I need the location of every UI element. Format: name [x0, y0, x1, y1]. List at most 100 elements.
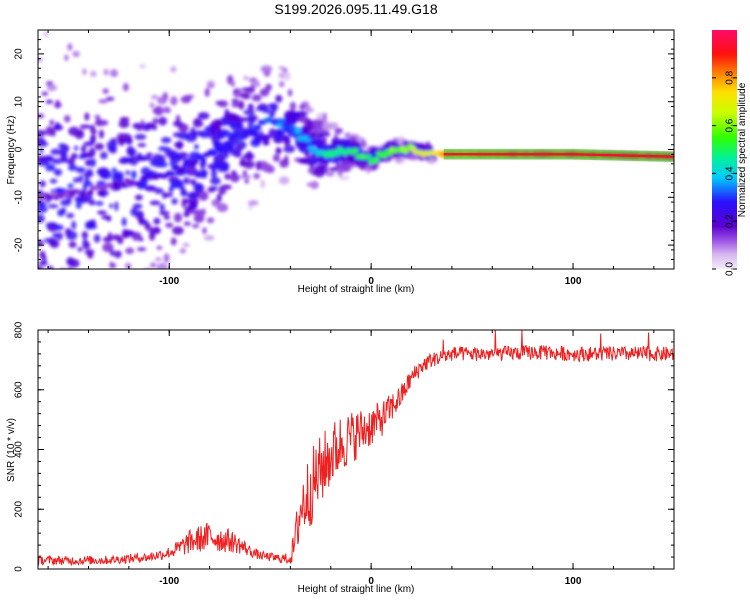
heatmap-blob [351, 141, 358, 148]
heatmap-blob [87, 252, 94, 259]
heatmap-blob [124, 298, 130, 308]
heatmap-blob [98, 129, 105, 139]
heatmap-blob [240, 174, 252, 179]
heatmap-blob [220, 186, 226, 192]
heatmap-blob [182, 242, 190, 248]
heatmap-blob [68, 126, 80, 137]
chart-title: S199.2026.095.11.49.G18 [274, 1, 437, 17]
heatmap-blob [139, 64, 146, 69]
heatmap-ridge-cell [250, 129, 257, 135]
heatmap-blob [125, 170, 131, 176]
heatmap-blob [111, 167, 117, 173]
heatmap-blob [284, 155, 289, 164]
heatmap-blob [278, 176, 290, 185]
heatmap-blob [113, 285, 125, 293]
heatmap-ridge-cell [365, 154, 372, 160]
top-y-ticks: 20 10 0 -10 -20 [14, 29, 674, 270]
heatmap-blob [96, 210, 107, 215]
heatmap-blob [337, 168, 343, 178]
heatmap-blob [134, 194, 143, 201]
heatmap-blob [282, 67, 288, 74]
heatmap-blob [147, 277, 155, 283]
top-x-axis-label: Height of straight line (km) [298, 284, 415, 295]
heatmap-blob [77, 247, 83, 252]
heatmap-blob [80, 145, 87, 153]
heatmap-ridge-cell [50, 190, 57, 196]
heatmap-blob [224, 119, 232, 125]
heatmap-blob [38, 260, 48, 266]
heatmap-blob [109, 203, 114, 209]
heatmap-blob [122, 83, 129, 92]
heatmap-blob [145, 185, 157, 192]
heatmap-blob [145, 222, 152, 232]
heatmap-blob [296, 110, 308, 117]
heatmap-blob [186, 191, 199, 199]
heatmap-blob [50, 288, 55, 292]
heatmap-blob [255, 160, 262, 171]
heatmap-blob [60, 153, 68, 164]
heatmap-blob [88, 224, 98, 230]
heatmap-blob [233, 88, 239, 94]
heatmap-blob [198, 190, 209, 201]
heatmap-blob [418, 144, 426, 150]
heatmap-blob [243, 75, 249, 81]
heatmap-blob [73, 177, 80, 183]
heatmap-blob [339, 175, 350, 181]
heatmap-ridge-cell [276, 122, 283, 128]
heatmap-blob [158, 116, 168, 126]
heatmap-ridge-cell [168, 171, 175, 177]
heatmap-blob [111, 174, 122, 184]
heatmap-ridge-cell [121, 183, 128, 189]
heatmap-blob [109, 69, 119, 78]
heatmap-blob [89, 70, 97, 78]
heatmap-blob [204, 87, 210, 97]
heatmap-blob [49, 119, 55, 126]
heatmap-blob [363, 149, 368, 156]
heatmap-blob [172, 226, 184, 235]
heatmap-blob [93, 234, 101, 243]
heatmap-blob [55, 224, 64, 231]
heatmap-blob [105, 96, 115, 101]
heatmap-blob [261, 163, 273, 173]
heatmap-blob [190, 178, 197, 186]
heatmap-blob [268, 111, 275, 119]
heatmap-blob [84, 112, 90, 121]
heatmap-blob [326, 144, 339, 151]
heatmap-blob [78, 273, 87, 277]
heatmap-blob [275, 133, 281, 143]
heatmap-blob [163, 215, 171, 220]
heatmap-blob [94, 143, 105, 151]
colorbar-ticks: 0.0 0.2 0.4 0.6 0.8 [712, 70, 737, 276]
heatmap-blob [283, 135, 290, 143]
heatmap-blob [261, 107, 272, 114]
heatmap-blob [329, 123, 335, 130]
heatmap-blob [148, 273, 153, 282]
heatmap-ridge-cell [373, 156, 380, 162]
heatmap-blob [193, 214, 205, 223]
heatmap-blob [84, 153, 94, 158]
heatmap-blob [210, 169, 217, 179]
top-x-ticks: -100 0 100 [47, 30, 655, 287]
heatmap-blob [260, 65, 273, 73]
heatmap-blob [137, 143, 147, 148]
heatmap-blob [282, 71, 291, 81]
heatmap-blob [201, 208, 206, 216]
heatmap-blob [127, 148, 137, 157]
heatmap-blob [268, 128, 277, 138]
heatmap-blob [210, 186, 218, 191]
heatmap-blob [157, 96, 168, 105]
heatmap-blob [192, 119, 204, 128]
heatmap-blob [43, 31, 49, 37]
heatmap-ridge-cell [210, 151, 217, 157]
heatmap-blob [36, 270, 44, 278]
snr-panel: -100 0 100 0 200 400 600 800 Height of straigh… [6, 321, 675, 595]
heatmap-blob [79, 124, 92, 129]
heatmap-blob [259, 130, 264, 140]
heatmap-blob [82, 68, 87, 75]
heatmap-blob [82, 238, 88, 246]
bottom-x-ticks: -100 0 100 [47, 330, 655, 587]
heatmap-blob [63, 115, 71, 123]
heatmap-blob [239, 156, 245, 167]
heatmap-blob [211, 125, 216, 136]
